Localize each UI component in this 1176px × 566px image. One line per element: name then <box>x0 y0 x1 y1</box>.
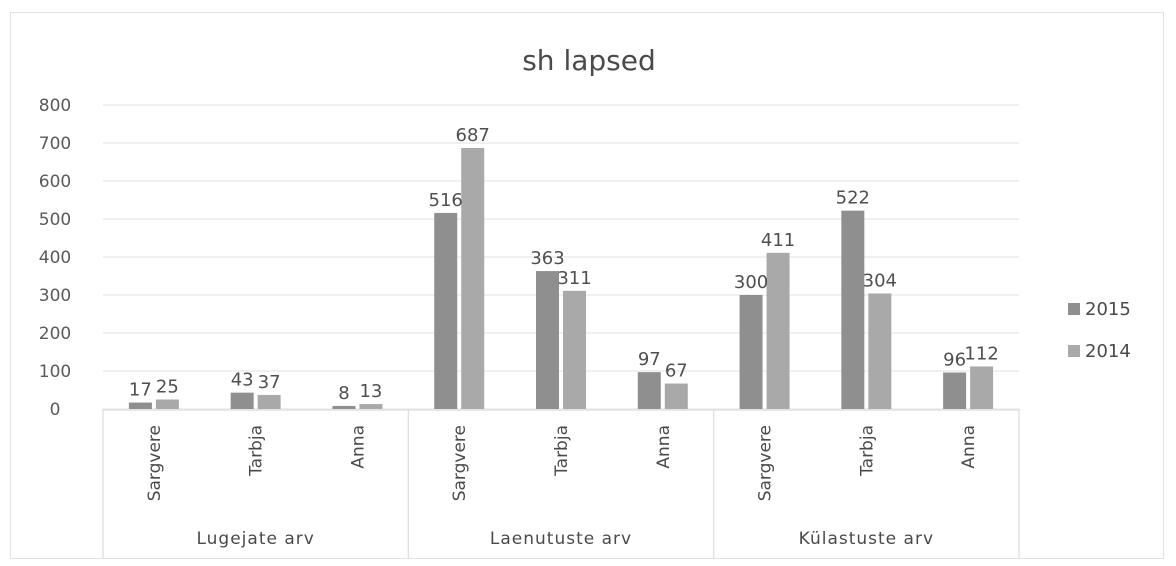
category-label: Sargvere <box>145 425 165 501</box>
bars <box>128 147 994 409</box>
data-label: 522 <box>836 188 870 209</box>
bar-2015 <box>332 405 356 409</box>
bar-2015 <box>536 271 559 409</box>
bar-2014 <box>563 290 586 409</box>
category-label: Sargvere <box>756 425 776 501</box>
bar-2015 <box>434 212 458 409</box>
data-label: 687 <box>456 125 490 146</box>
y-tick-label: 0 <box>50 400 61 420</box>
y-tick-label: 800 <box>39 96 71 116</box>
legend-swatch-2014 <box>1068 345 1080 357</box>
category-label: Sargvere <box>450 425 470 501</box>
chart-title: sh lapsed <box>522 44 656 77</box>
data-label: 112 <box>964 343 998 364</box>
bar-2015 <box>943 372 967 409</box>
data-label: 96 <box>943 350 966 371</box>
bar-2014 <box>155 399 179 409</box>
legend-label: 2014 <box>1085 341 1131 362</box>
data-label: 17 <box>129 380 152 401</box>
bar-2014 <box>970 366 994 409</box>
y-tick-label: 400 <box>39 248 71 268</box>
data-label: 411 <box>761 230 795 251</box>
group-label: Külastuste arv <box>799 529 934 549</box>
bar-2014 <box>257 394 281 409</box>
gridlines <box>103 104 1019 410</box>
group-label: Laenutuste arv <box>490 529 632 549</box>
data-label: 8 <box>338 383 349 404</box>
data-label: 67 <box>665 361 688 382</box>
y-tick-label: 200 <box>39 324 71 344</box>
bar-2015 <box>637 372 661 409</box>
data-label: 43 <box>231 370 254 391</box>
y-tick-label: 600 <box>39 172 71 192</box>
bar-2015 <box>230 392 254 409</box>
legend-swatch-2015 <box>1068 303 1080 315</box>
bar-2015 <box>128 402 152 409</box>
bar-2014 <box>868 293 892 409</box>
chart-frame: sh lapsed 0 100 200 300 400 500 600 700 800 17 43… <box>10 12 1164 559</box>
bar-2014 <box>359 404 383 409</box>
y-tick-label: 100 <box>39 362 71 382</box>
category-label: Tarbja <box>857 425 877 477</box>
legend-label: 2015 <box>1085 299 1131 320</box>
data-label: 37 <box>258 372 281 393</box>
category-label: Anna <box>959 425 979 469</box>
group-label: Lugejate arv <box>196 529 314 549</box>
data-label: 311 <box>557 268 591 289</box>
data-label: 25 <box>156 377 179 398</box>
data-label: 300 <box>734 272 768 293</box>
data-label: 516 <box>429 190 463 211</box>
category-label: Anna <box>348 425 368 469</box>
y-tick-label: 300 <box>39 286 71 306</box>
data-label: 304 <box>863 270 897 291</box>
category-label: Anna <box>654 425 674 469</box>
y-tick-label: 500 <box>39 210 71 230</box>
bar-2014 <box>766 252 790 409</box>
data-labels: 17 43 8 516 363 97 300 522 96 25 37 13 687 311 67 411 30… <box>129 125 999 404</box>
data-label: 363 <box>530 248 564 269</box>
y-tick-label: 700 <box>39 134 71 154</box>
category-label: Tarbja <box>247 425 267 477</box>
category-axis: Sargvere Tarbja Anna Lugejate arv Sargvere Ta… <box>102 409 1020 558</box>
category-label: Tarbja <box>552 425 572 477</box>
y-axis: 0 100 200 300 400 500 600 700 800 <box>39 96 71 420</box>
bar-2014 <box>664 383 688 409</box>
data-label: 13 <box>359 381 382 402</box>
data-label: 97 <box>638 349 661 370</box>
bar-2015 <box>739 295 763 409</box>
bar-2014 <box>461 147 485 409</box>
bar-2015 <box>841 210 865 409</box>
legend: 2015 2014 <box>1068 299 1131 362</box>
chart-svg: sh lapsed 0 100 200 300 400 500 600 700 800 17 43… <box>39 44 1131 558</box>
